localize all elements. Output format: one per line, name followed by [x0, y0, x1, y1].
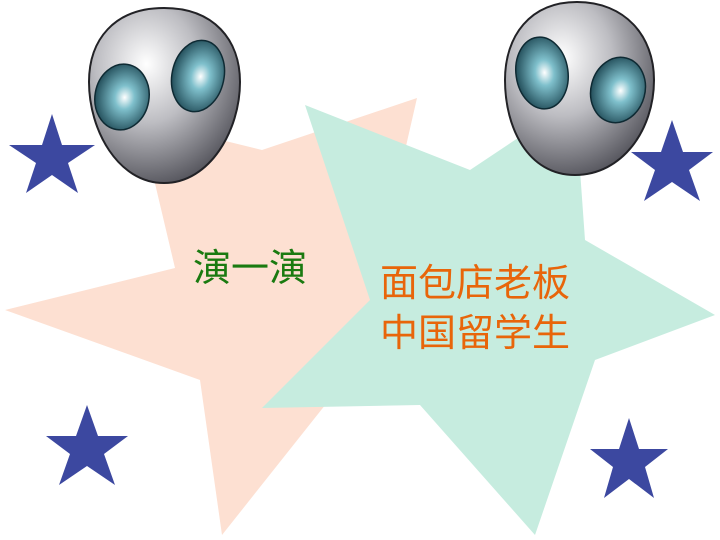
alien-head-icon	[87, 6, 242, 185]
activity-title: 演一演	[193, 246, 308, 290]
peach-star-shape	[5, 98, 545, 535]
mint-star-shape	[262, 100, 715, 535]
role-list: 面包店老板 中国留学生	[380, 258, 570, 358]
alien-head-icon	[503, 0, 656, 177]
role-item: 中国留学生	[380, 311, 571, 355]
star-icon	[9, 114, 95, 193]
role-item: 面包店老板	[380, 261, 571, 305]
star-icon	[46, 405, 128, 485]
star-icon	[590, 418, 668, 498]
star-icon	[631, 120, 713, 201]
